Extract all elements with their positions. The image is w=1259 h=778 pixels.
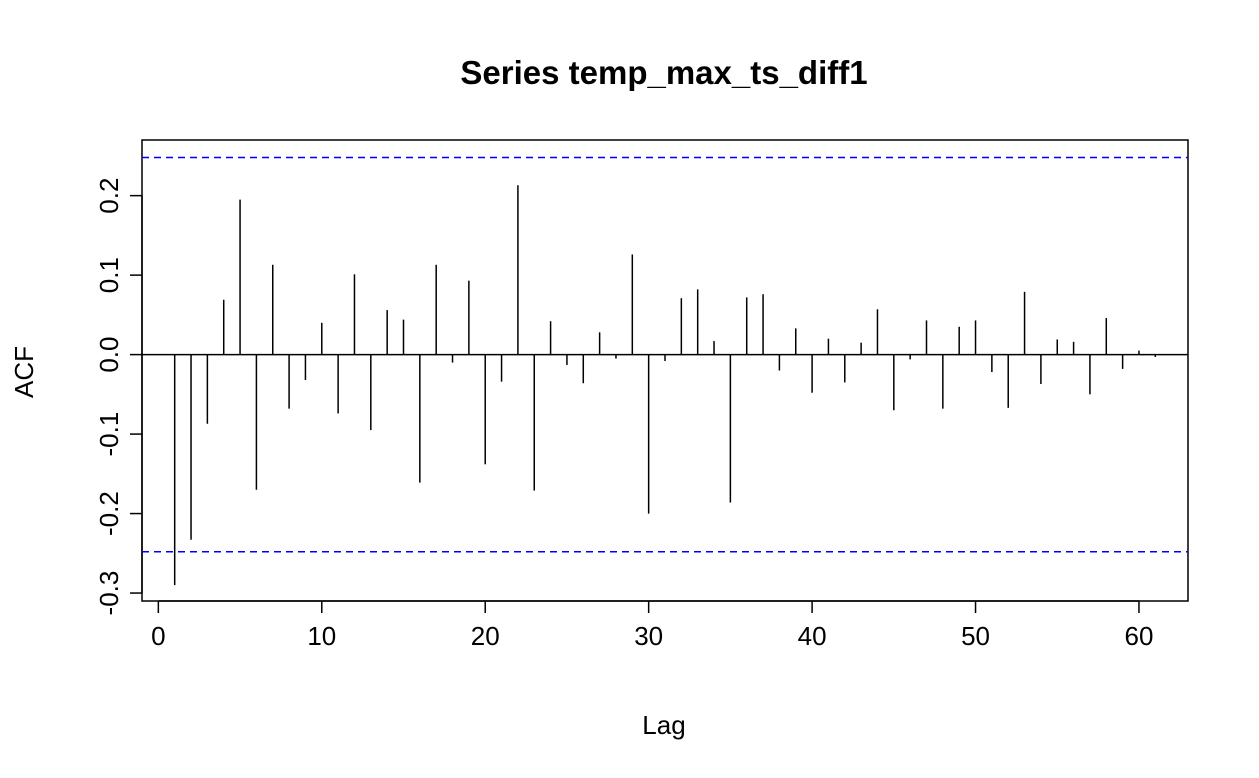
x-tick-label: 40 <box>798 621 827 651</box>
chart-title: Series temp_max_ts_diff1 <box>460 54 867 91</box>
y-tick-label: 0.2 <box>94 178 124 214</box>
y-tick-label: -0.1 <box>94 412 124 457</box>
plot-frame <box>141 139 1189 602</box>
y-axis-label: ACF <box>9 346 39 398</box>
x-tick-label: 20 <box>471 621 500 651</box>
y-tick-label: 0.0 <box>94 337 124 373</box>
x-tick-label: 10 <box>307 621 336 651</box>
y-tick-label: -0.3 <box>94 571 124 616</box>
y-tick-label: -0.2 <box>94 491 124 536</box>
x-tick-label: 0 <box>151 621 165 651</box>
x-axis: 0 10 20 30 40 50 60 <box>151 600 1154 651</box>
reference-lines <box>142 156 1188 553</box>
x-tick-label: 30 <box>634 621 663 651</box>
x-tick-label: 60 <box>1125 621 1154 651</box>
y-tick-label: 0.1 <box>94 257 124 293</box>
y-axis: -0.3 -0.2 -0.1 0.0 0.1 0.2 <box>94 178 143 616</box>
x-axis-label: Lag <box>642 710 685 740</box>
x-tick-label: 50 <box>961 621 990 651</box>
acf-bars <box>173 185 1157 586</box>
